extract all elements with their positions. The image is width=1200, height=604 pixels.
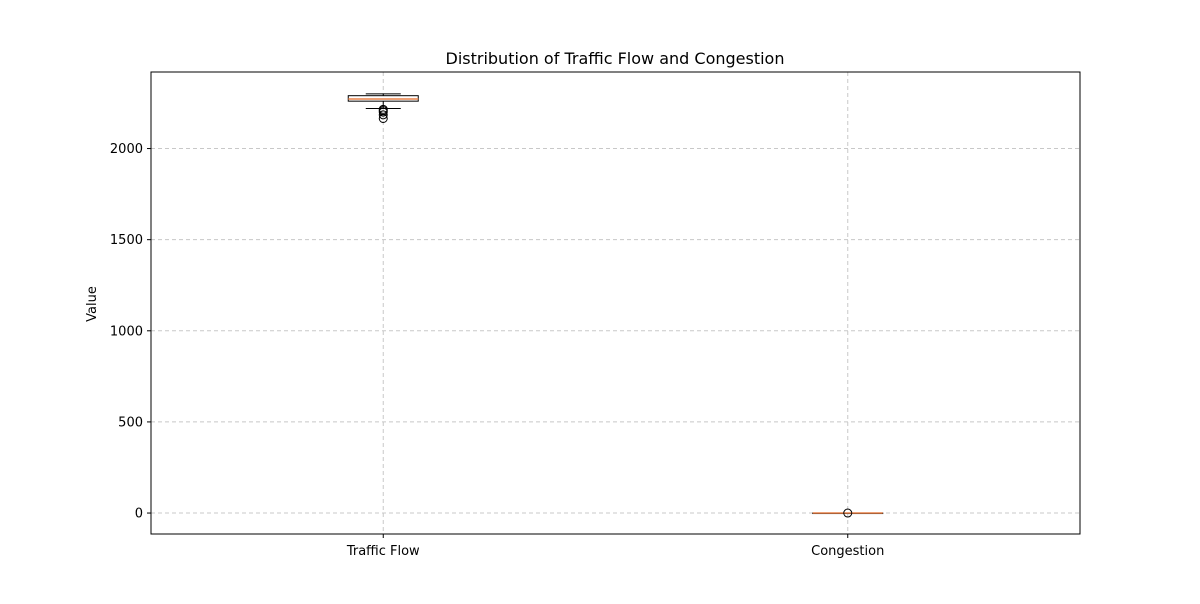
y-tick-label: 1000 (110, 324, 143, 339)
chart-title: Distribution of Traffic Flow and Congest… (446, 49, 785, 68)
plot-area-frame (150, 71, 1081, 535)
y-tick-label: 500 (118, 415, 143, 430)
outlier-point (843, 508, 853, 518)
outlier-point (378, 104, 388, 114)
box-traffic-flow (347, 93, 419, 123)
grid-lines (151, 72, 1080, 534)
y-tick-label: 0 (135, 507, 143, 522)
y-tick-label: 1500 (110, 233, 143, 248)
x-tick-label: Traffic Flow (346, 544, 420, 559)
axis-ticks: 0 500 1000 1500 2000 Traffic Flow Congestion (110, 142, 884, 559)
x-tick-label: Congestion (811, 544, 884, 559)
y-axis-label: Value (85, 286, 100, 322)
y-tick-label: 2000 (110, 142, 143, 157)
box-congestion (812, 508, 884, 518)
outlier-point (378, 110, 388, 120)
boxes (347, 93, 884, 518)
